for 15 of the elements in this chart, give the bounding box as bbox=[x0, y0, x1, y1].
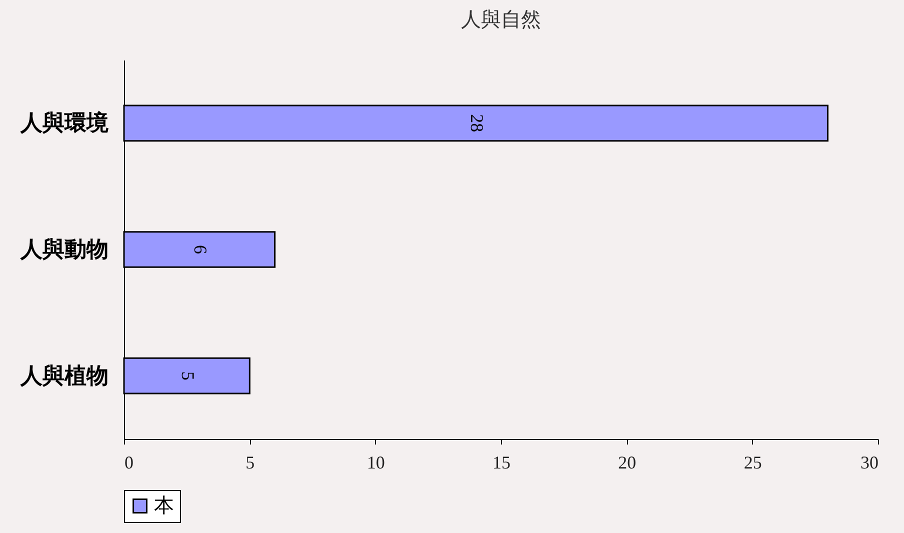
x-tick-label: 25 bbox=[744, 452, 762, 472]
data-label: 5 bbox=[178, 371, 198, 380]
data-label: 28 bbox=[466, 114, 487, 132]
x-tick-label: 20 bbox=[618, 452, 636, 472]
x-tick-label: 10 bbox=[366, 452, 385, 472]
y-tick-label: 人與植物 bbox=[20, 362, 108, 388]
x-tick-label: 15 bbox=[492, 452, 510, 472]
data-label: 6 bbox=[190, 245, 210, 254]
x-tick-label: 30 bbox=[860, 452, 878, 472]
y-tick-label: 人與環境 bbox=[20, 110, 108, 136]
x-tick-label: 5 bbox=[246, 452, 255, 472]
x-tick-label: 0 bbox=[124, 452, 134, 472]
chart-title: 人與自然 bbox=[461, 9, 541, 31]
y-tick-label: 人與動物 bbox=[20, 236, 108, 262]
legend-label: 本 bbox=[154, 495, 174, 517]
